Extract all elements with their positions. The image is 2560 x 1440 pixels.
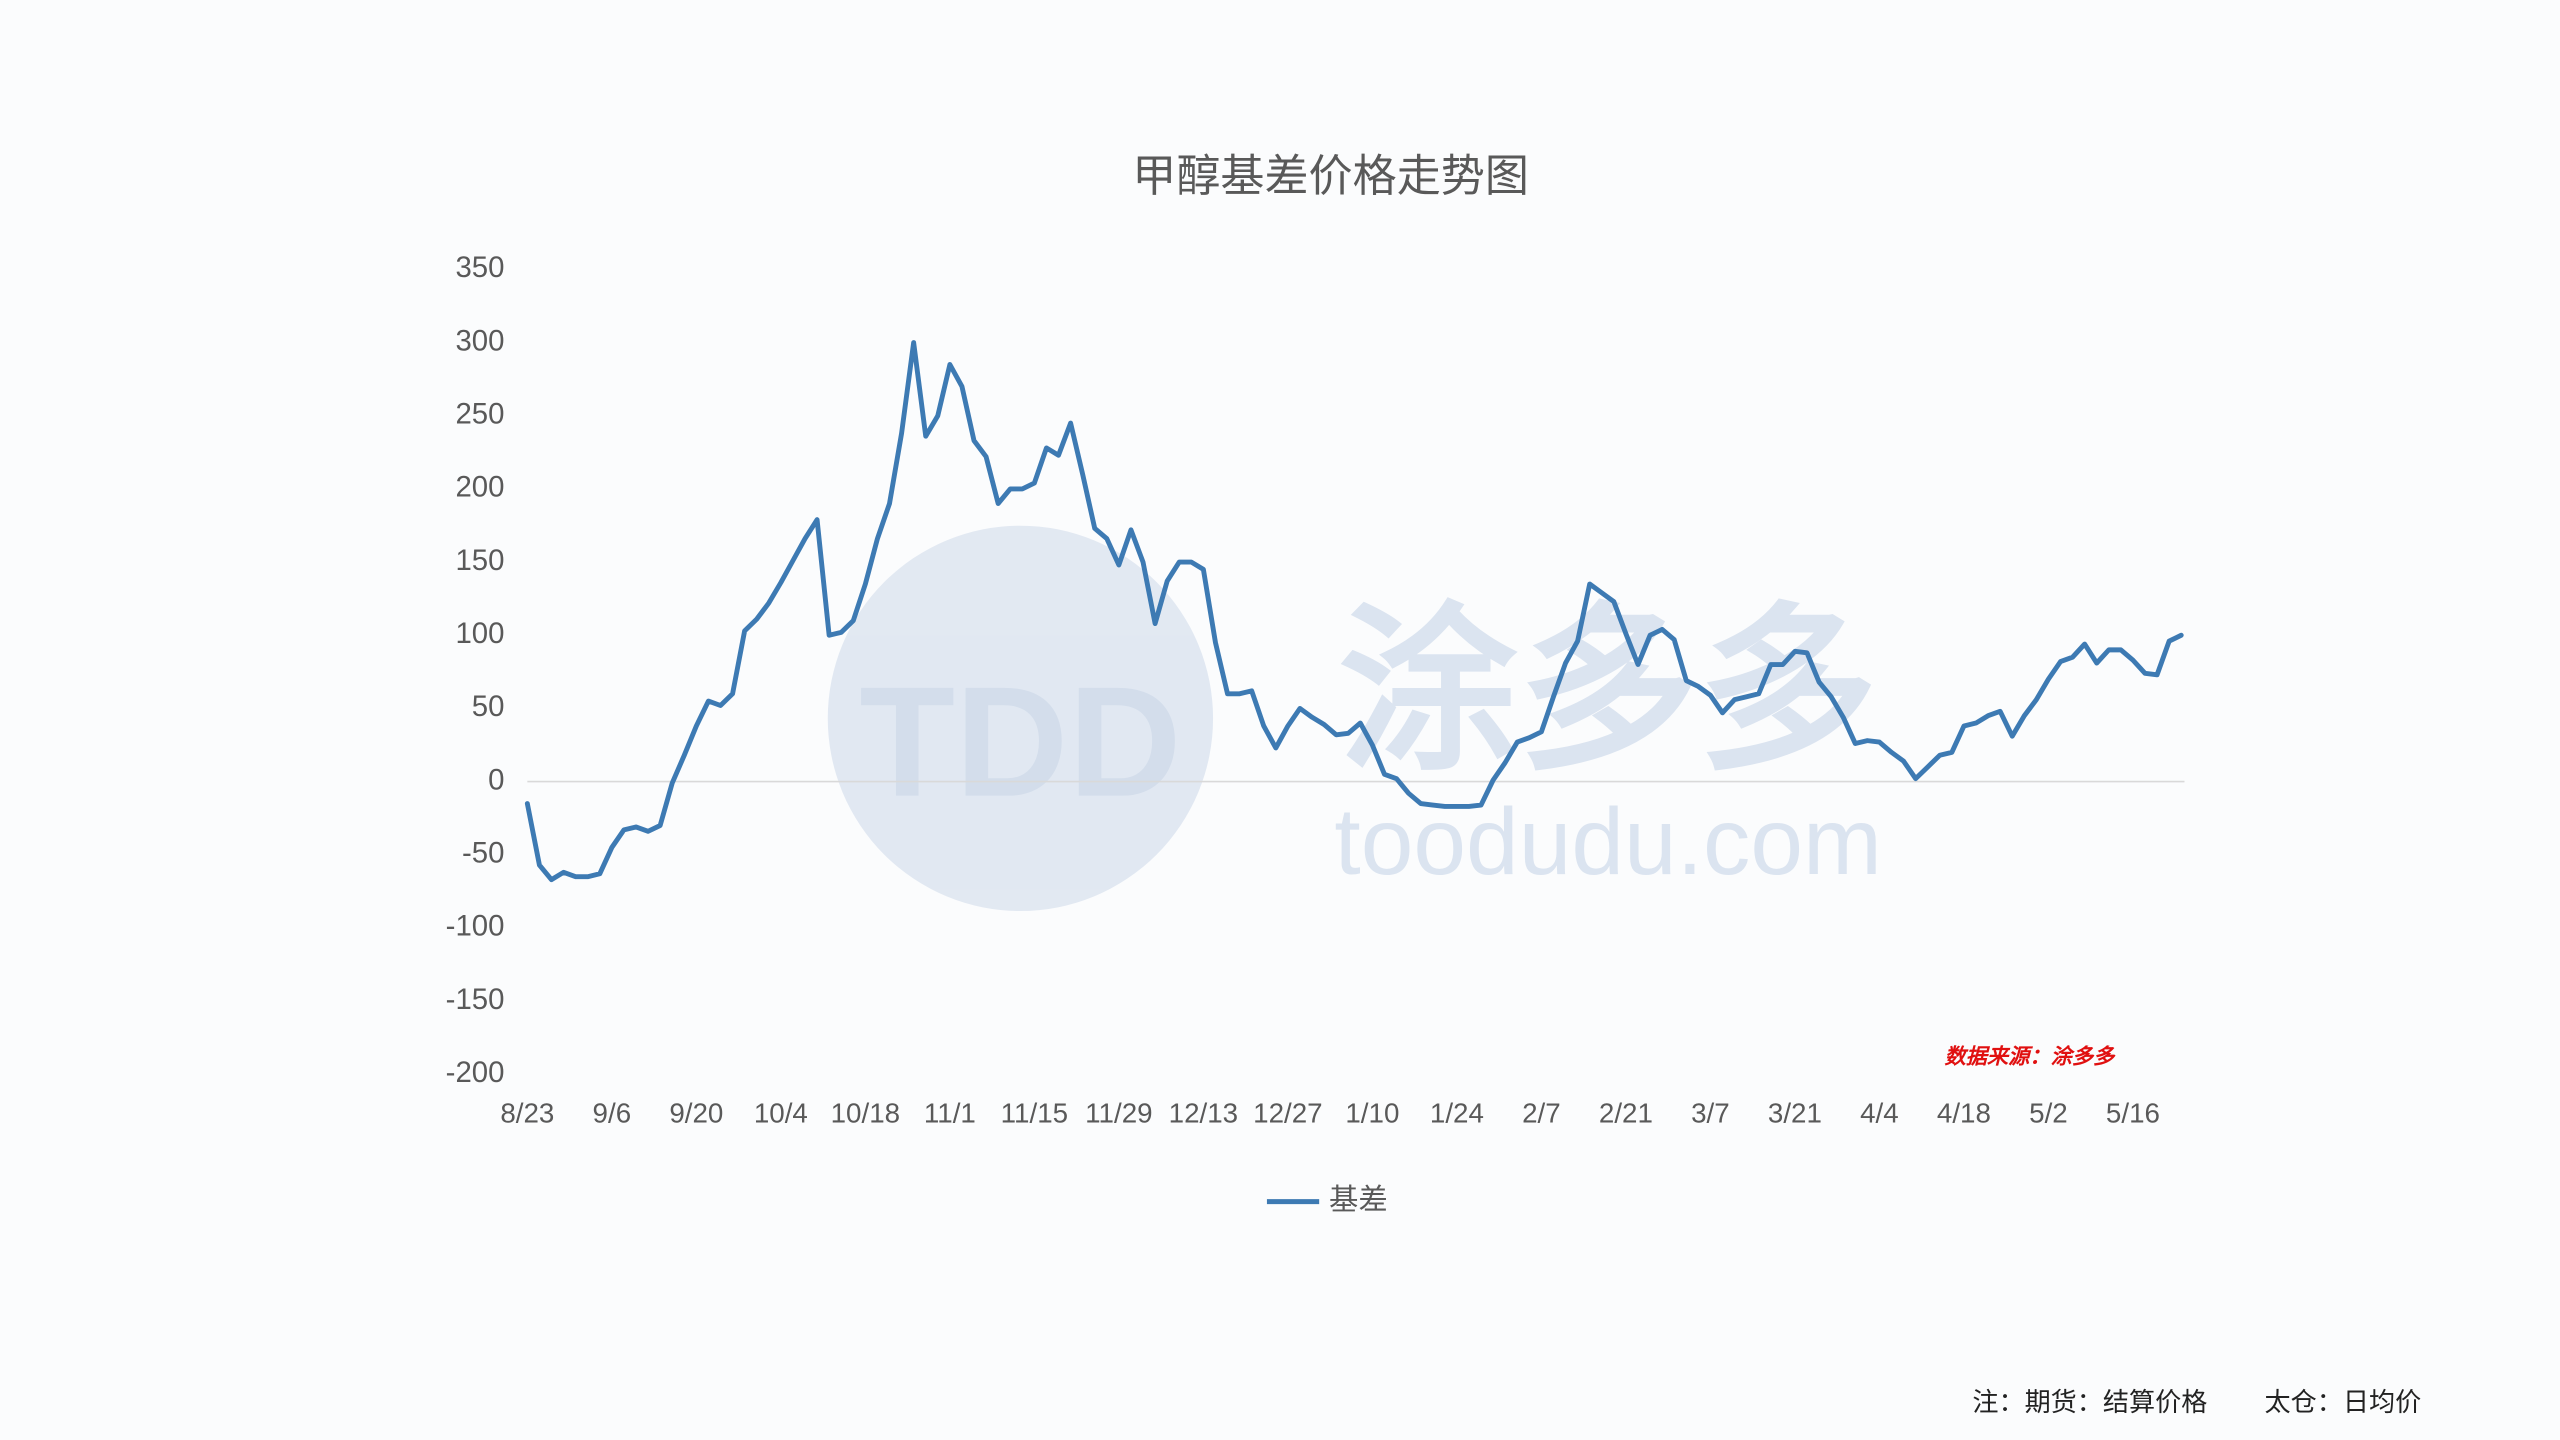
x-tick-label: 12/13 — [1169, 1097, 1238, 1128]
x-tick-label: 9/6 — [593, 1097, 632, 1128]
y-tick-label: -200 — [446, 1056, 505, 1089]
note: 太仓：日均价 — [2265, 1387, 2422, 1417]
y-tick-label: -100 — [446, 910, 505, 943]
x-tick-label: 11/15 — [1001, 1097, 1068, 1128]
x-tick-label: 11/29 — [1085, 1097, 1152, 1128]
y-tick-label: -150 — [446, 983, 505, 1016]
y-tick-label: 150 — [455, 544, 504, 577]
x-tick-label: 1/10 — [1345, 1097, 1399, 1128]
watermark-circle — [827, 525, 1214, 912]
note: 注：期货：结算价格 — [1972, 1387, 2207, 1417]
y-tick-label: 100 — [455, 617, 504, 650]
x-tick-label: 3/21 — [1768, 1097, 1822, 1128]
legend-label: 基差 — [1329, 1183, 1388, 1216]
y-tick-label: 350 — [455, 251, 504, 284]
y-tick-label: 200 — [455, 471, 504, 504]
y-tick-label: 0 — [488, 763, 504, 796]
chart-title: 甲醇基差价格走势图 — [1132, 152, 1529, 201]
x-tick-label: 8/23 — [500, 1097, 554, 1128]
x-tick-label: 3/7 — [1691, 1097, 1730, 1128]
x-tick-label: 5/16 — [2106, 1097, 2160, 1128]
x-tick-label: 10/4 — [754, 1097, 808, 1128]
x-tick-label: 4/4 — [1860, 1097, 1899, 1128]
x-tick-label: 10/18 — [831, 1097, 900, 1128]
y-tick-label: 250 — [455, 397, 504, 430]
data-line — [524, 340, 2184, 883]
source: 数据来源：涂多多 — [1945, 1045, 2117, 1069]
watermark-logo: TDD — [859, 655, 1181, 830]
y-tick-label: 50 — [472, 690, 505, 723]
x-tick-label: 5/2 — [2029, 1097, 2068, 1128]
x-tick-label: 2/7 — [1522, 1097, 1561, 1128]
x-tick-label: 12/27 — [1253, 1097, 1322, 1128]
x-tick-label: 4/18 — [1937, 1097, 1991, 1128]
x-tick-label: 1/24 — [1430, 1097, 1484, 1128]
x-tick-label: 9/20 — [669, 1097, 723, 1128]
watermark: TDD 涂多多 toodudu.com — [827, 525, 1882, 912]
y-tick-label: 300 — [455, 324, 504, 357]
y-tick-label: -50 — [462, 837, 504, 870]
watermark-brand: 涂多多 — [1339, 591, 1878, 792]
x-tick-label: 11/1 — [924, 1097, 976, 1128]
x-tick-label: 2/21 — [1599, 1097, 1653, 1128]
watermark-url: toodudu.com — [1334, 789, 1881, 895]
